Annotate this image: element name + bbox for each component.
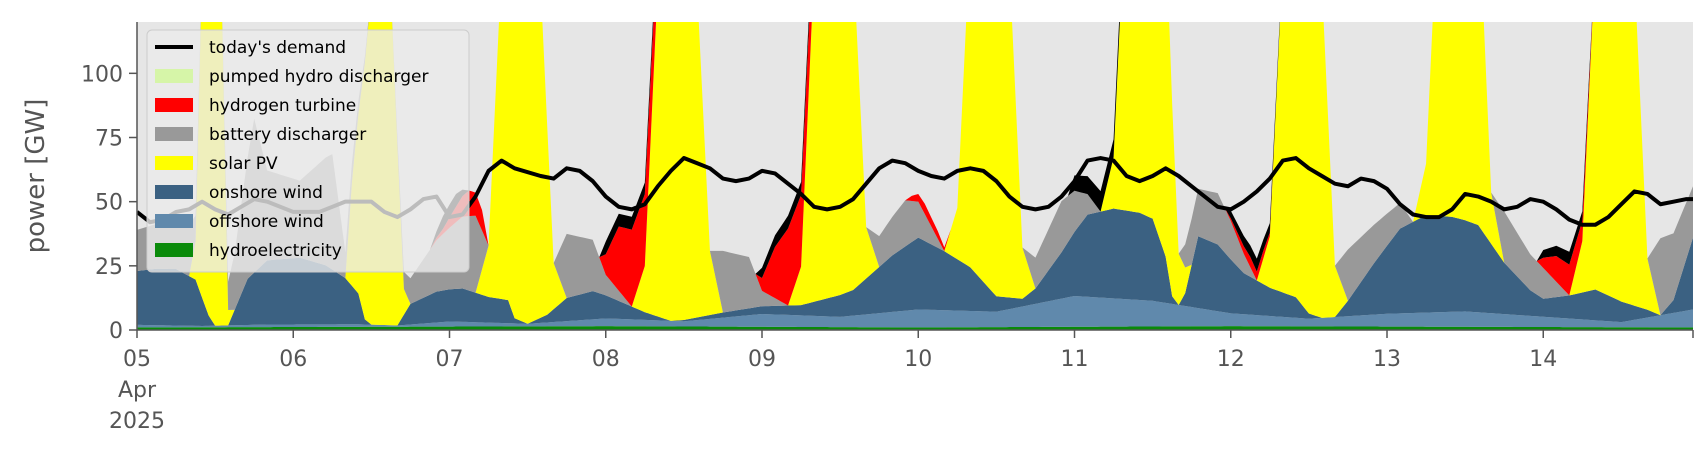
y-tick-label: 100 xyxy=(81,62,123,87)
area-solar xyxy=(137,22,1693,326)
legend-swatch xyxy=(155,243,193,257)
legend-label: battery discharger xyxy=(209,125,366,145)
legend-swatch xyxy=(155,127,193,141)
legend-box xyxy=(146,29,470,273)
area-hydro xyxy=(137,326,1693,330)
legend-swatch xyxy=(155,69,193,83)
x-tick-label: 08 xyxy=(592,347,620,372)
y-tick-label: 0 xyxy=(109,319,123,344)
x-tick-label: 10 xyxy=(904,347,932,372)
x-tick-label: 2025 xyxy=(109,409,165,434)
legend-label: offshore wind xyxy=(209,212,324,232)
x-axis: 05 Apr 2025 06 07 08 09 10 11 12 13 14 xyxy=(109,329,1694,434)
legend-swatch xyxy=(155,156,193,170)
legend: today's demand pumped hydro discharger hyd… xyxy=(146,29,470,273)
area-battery xyxy=(137,22,1693,316)
legend-label: hydroelectricity xyxy=(209,241,342,261)
legend-label: pumped hydro discharger xyxy=(209,67,428,87)
legend-swatch xyxy=(155,214,193,228)
y-tick-label: 25 xyxy=(95,255,123,280)
x-tick-label: 11 xyxy=(1061,347,1089,372)
legend-label: hydrogen turbine xyxy=(209,96,356,116)
x-tick-label: 12 xyxy=(1217,347,1245,372)
y-axis-label: power [GW] xyxy=(21,99,51,254)
x-tick-label: Apr xyxy=(118,378,157,403)
x-tick-label: 06 xyxy=(279,347,307,372)
x-tick-label: 07 xyxy=(436,347,464,372)
plot-area xyxy=(137,22,1693,330)
x-tick-label: 09 xyxy=(748,347,776,372)
x-tick-label: 14 xyxy=(1529,347,1557,372)
legend-label: today's demand xyxy=(209,38,346,58)
x-tick-label: 05 xyxy=(123,347,151,372)
legend-swatch xyxy=(155,185,193,199)
legend-swatch xyxy=(155,98,193,112)
area-offshore xyxy=(137,295,1693,328)
area-onshore xyxy=(137,208,1693,326)
legend-label: solar PV xyxy=(209,154,278,174)
y-tick-label: 75 xyxy=(95,127,123,152)
legend-label: onshore wind xyxy=(209,183,323,203)
y-tick-label: 50 xyxy=(95,191,123,216)
y-axis: 0 25 50 75 100 xyxy=(81,22,138,344)
x-tick-label: 13 xyxy=(1373,347,1401,372)
